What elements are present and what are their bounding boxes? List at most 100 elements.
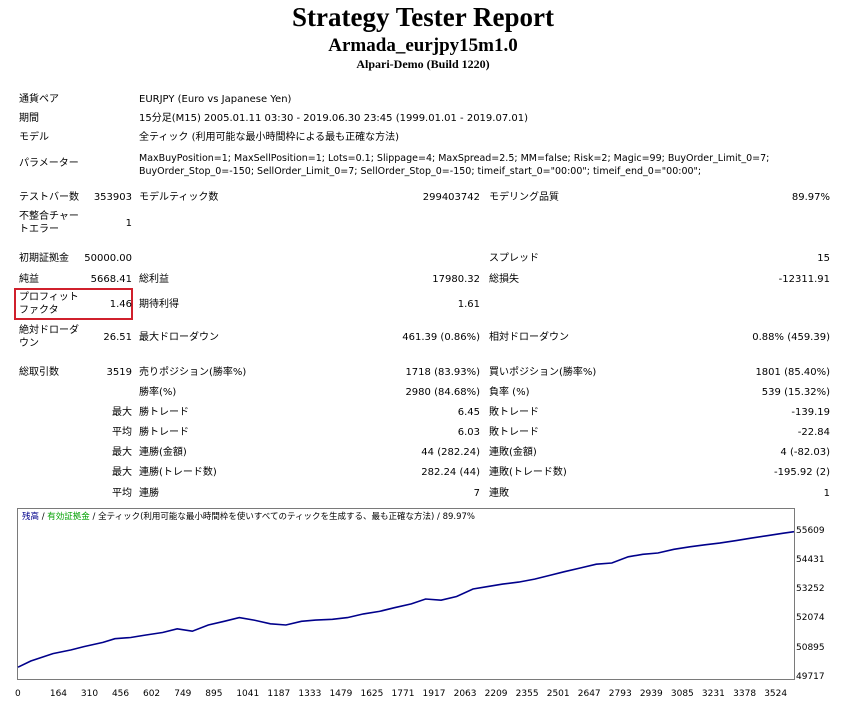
y-tick-label: 54431 bbox=[796, 554, 825, 565]
abs-drawdown-label-2: ウン bbox=[19, 338, 39, 349]
legend-separator: / bbox=[89, 512, 99, 522]
cons-win-count-value: 282.24 (44) bbox=[421, 467, 480, 478]
avg-qualifier-2: 平均 bbox=[112, 488, 132, 499]
net-profit-value: 5668.41 bbox=[90, 274, 132, 285]
avg-cons-win-value: 7 bbox=[473, 488, 480, 499]
legend-separator: / bbox=[434, 512, 443, 522]
total-trades-value: 3519 bbox=[106, 367, 132, 378]
model-label: モデル bbox=[19, 132, 49, 143]
short-positions-value: 1718 (83.93%) bbox=[405, 367, 480, 378]
long-positions-label: 買いポジション(勝率%) bbox=[489, 367, 597, 378]
x-tick-label: 749 bbox=[174, 689, 192, 699]
abs-drawdown-value: 26.51 bbox=[103, 332, 132, 343]
avg-cons-loss-label: 連敗 bbox=[489, 488, 509, 499]
legend-model: 全ティック(利用可能な最小時間枠を使いすべてのティックを生成する、最も正確な方法… bbox=[98, 512, 435, 522]
gross-loss-label: 総損失 bbox=[489, 274, 519, 285]
spread-value: 15 bbox=[817, 253, 830, 264]
avg-win-value: 6.03 bbox=[457, 427, 480, 438]
x-tick-label: 3231 bbox=[701, 689, 725, 699]
y-tick-label: 53252 bbox=[796, 584, 825, 595]
short-positions-label: 売りポジション(勝率%) bbox=[139, 367, 247, 378]
cons-loss-money-value: 4 (-82.03) bbox=[780, 447, 830, 458]
x-tick-label: 3085 bbox=[670, 689, 694, 699]
rel-drawdown-label: 相対ドローダウン bbox=[489, 332, 569, 343]
gross-profit-label: 総利益 bbox=[139, 274, 169, 285]
net-profit-label: 純益 bbox=[19, 274, 39, 285]
cons-win-money-value: 44 (282.24) bbox=[421, 447, 480, 458]
abs-drawdown-label-1: 絶対ドローダ bbox=[19, 325, 79, 336]
y-tick-label: 49717 bbox=[796, 672, 825, 682]
profit-factor-label-1: プロフィット bbox=[19, 292, 79, 303]
max-loss-label: 敗トレード bbox=[489, 407, 539, 418]
symbol-value: EURJPY (Euro vs Japanese Yen) bbox=[139, 94, 292, 105]
quality-label: モデリング品質 bbox=[489, 192, 559, 203]
bars-value: 353903 bbox=[93, 192, 132, 203]
mismatch-label-2: トエラー bbox=[19, 224, 59, 235]
mismatch-label-1: 不整合チャー bbox=[19, 211, 79, 222]
expected-payoff-value: 1.61 bbox=[457, 299, 480, 310]
x-tick-label: 3378 bbox=[733, 689, 757, 699]
x-tick-label: 456 bbox=[111, 689, 130, 699]
model-value: 全ティック (利用可能な最小時間枠による最も正確な方法) bbox=[139, 132, 400, 143]
x-tick-label: 2793 bbox=[608, 689, 632, 699]
params-label: パラメーター bbox=[19, 158, 79, 169]
x-tick-label: 164 bbox=[49, 689, 68, 699]
avg-cons-loss-value: 1 bbox=[823, 488, 830, 499]
deposit-label: 初期証拠金 bbox=[19, 253, 69, 264]
expected-payoff-label: 期待利得 bbox=[139, 299, 179, 310]
y-tick-label: 55609 bbox=[796, 525, 825, 536]
y-tick-label: 50895 bbox=[796, 642, 825, 653]
x-tick-label: 1771 bbox=[391, 689, 415, 699]
x-tick-label: 3524 bbox=[764, 689, 788, 699]
max-win-label: 勝トレード bbox=[139, 407, 189, 418]
x-tick-label: 2939 bbox=[639, 689, 663, 699]
y-tick-label: 52074 bbox=[796, 613, 825, 624]
legend-balance: 残高 bbox=[22, 512, 40, 522]
legend-quality: 89.97% bbox=[442, 512, 475, 522]
avg-loss-label: 敗トレード bbox=[489, 427, 539, 438]
max-qualifier-2: 最大 bbox=[112, 447, 132, 458]
win-rate-label: 勝率(%) bbox=[139, 387, 177, 398]
gross-profit-value: 17980.32 bbox=[432, 274, 480, 285]
max-win-value: 6.45 bbox=[457, 407, 480, 418]
ea-name: Armada_eurjpy15m1.0 bbox=[328, 35, 518, 56]
period-value: 15分足(M15) 2005.01.11 03:30 - 2019.06.30 … bbox=[139, 113, 528, 124]
quality-value: 89.97% bbox=[791, 192, 830, 203]
x-tick-label: 2063 bbox=[453, 689, 477, 699]
long-positions-value: 1801 (85.40%) bbox=[755, 367, 830, 378]
avg-cons-win-label: 連勝 bbox=[139, 488, 159, 499]
avg-loss-value: -22.84 bbox=[797, 427, 830, 438]
loss-rate-label: 負率 (%) bbox=[489, 387, 530, 398]
cons-loss-money-label: 連敗(金額) bbox=[489, 447, 537, 458]
x-tick-label: 2209 bbox=[484, 689, 508, 699]
max-loss-value: -139.19 bbox=[791, 407, 830, 418]
spread-label: スプレッド bbox=[489, 253, 539, 264]
max-qualifier: 最大 bbox=[112, 407, 132, 418]
x-tick-label: 1917 bbox=[422, 689, 446, 699]
avg-win-label: 勝トレード bbox=[139, 427, 189, 438]
period-label: 期間 bbox=[19, 113, 39, 124]
x-tick-label: 310 bbox=[80, 689, 99, 699]
report-title: Strategy Tester Report bbox=[292, 2, 554, 32]
win-rate-value: 2980 (84.68%) bbox=[405, 387, 480, 398]
x-tick-label: 1333 bbox=[298, 689, 322, 699]
rel-drawdown-value: 0.88% (459.39) bbox=[752, 332, 830, 343]
avg-qualifier: 平均 bbox=[112, 427, 132, 438]
x-tick-label: 2647 bbox=[577, 689, 601, 699]
mismatch-value: 1 bbox=[125, 218, 132, 229]
loss-rate-value: 539 (15.32%) bbox=[761, 387, 830, 398]
x-tick-label: 1625 bbox=[360, 689, 384, 699]
x-tick-label: 2501 bbox=[546, 689, 570, 699]
cons-win-money-label: 連勝(金額) bbox=[139, 447, 187, 458]
params-line-2: BuyOrder_Stop_0=-150; SellOrder_Limit_0=… bbox=[139, 166, 702, 177]
x-tick-label: 0 bbox=[15, 689, 21, 699]
legend-equity: 有効証拠金 bbox=[47, 512, 90, 522]
server-build: Alpari-Demo (Build 1220) bbox=[356, 57, 490, 71]
total-trades-label: 総取引数 bbox=[19, 367, 59, 378]
legend-separator: / bbox=[39, 512, 48, 522]
profit-factor-highlight bbox=[14, 288, 133, 320]
chart-legend: 残高 / 有効証拠金 / 全ティック(利用可能な最小時間枠を使いすべてのティック… bbox=[22, 510, 475, 522]
gross-loss-value: -12311.91 bbox=[778, 274, 830, 285]
profit-factor-value: 1.46 bbox=[109, 299, 132, 310]
